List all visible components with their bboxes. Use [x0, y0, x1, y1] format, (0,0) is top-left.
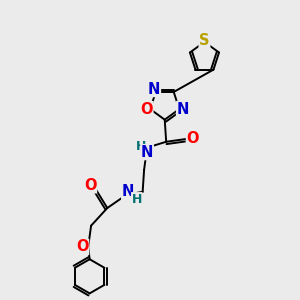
Text: O: O — [140, 102, 153, 117]
Text: N: N — [141, 145, 153, 160]
Text: H: H — [135, 140, 146, 153]
Text: O: O — [84, 178, 97, 193]
Text: O: O — [76, 239, 88, 254]
Text: S: S — [199, 33, 210, 48]
Text: O: O — [186, 131, 199, 146]
Text: N: N — [177, 102, 189, 117]
Text: N: N — [122, 184, 134, 199]
Text: H: H — [132, 193, 142, 206]
Text: N: N — [148, 82, 160, 97]
